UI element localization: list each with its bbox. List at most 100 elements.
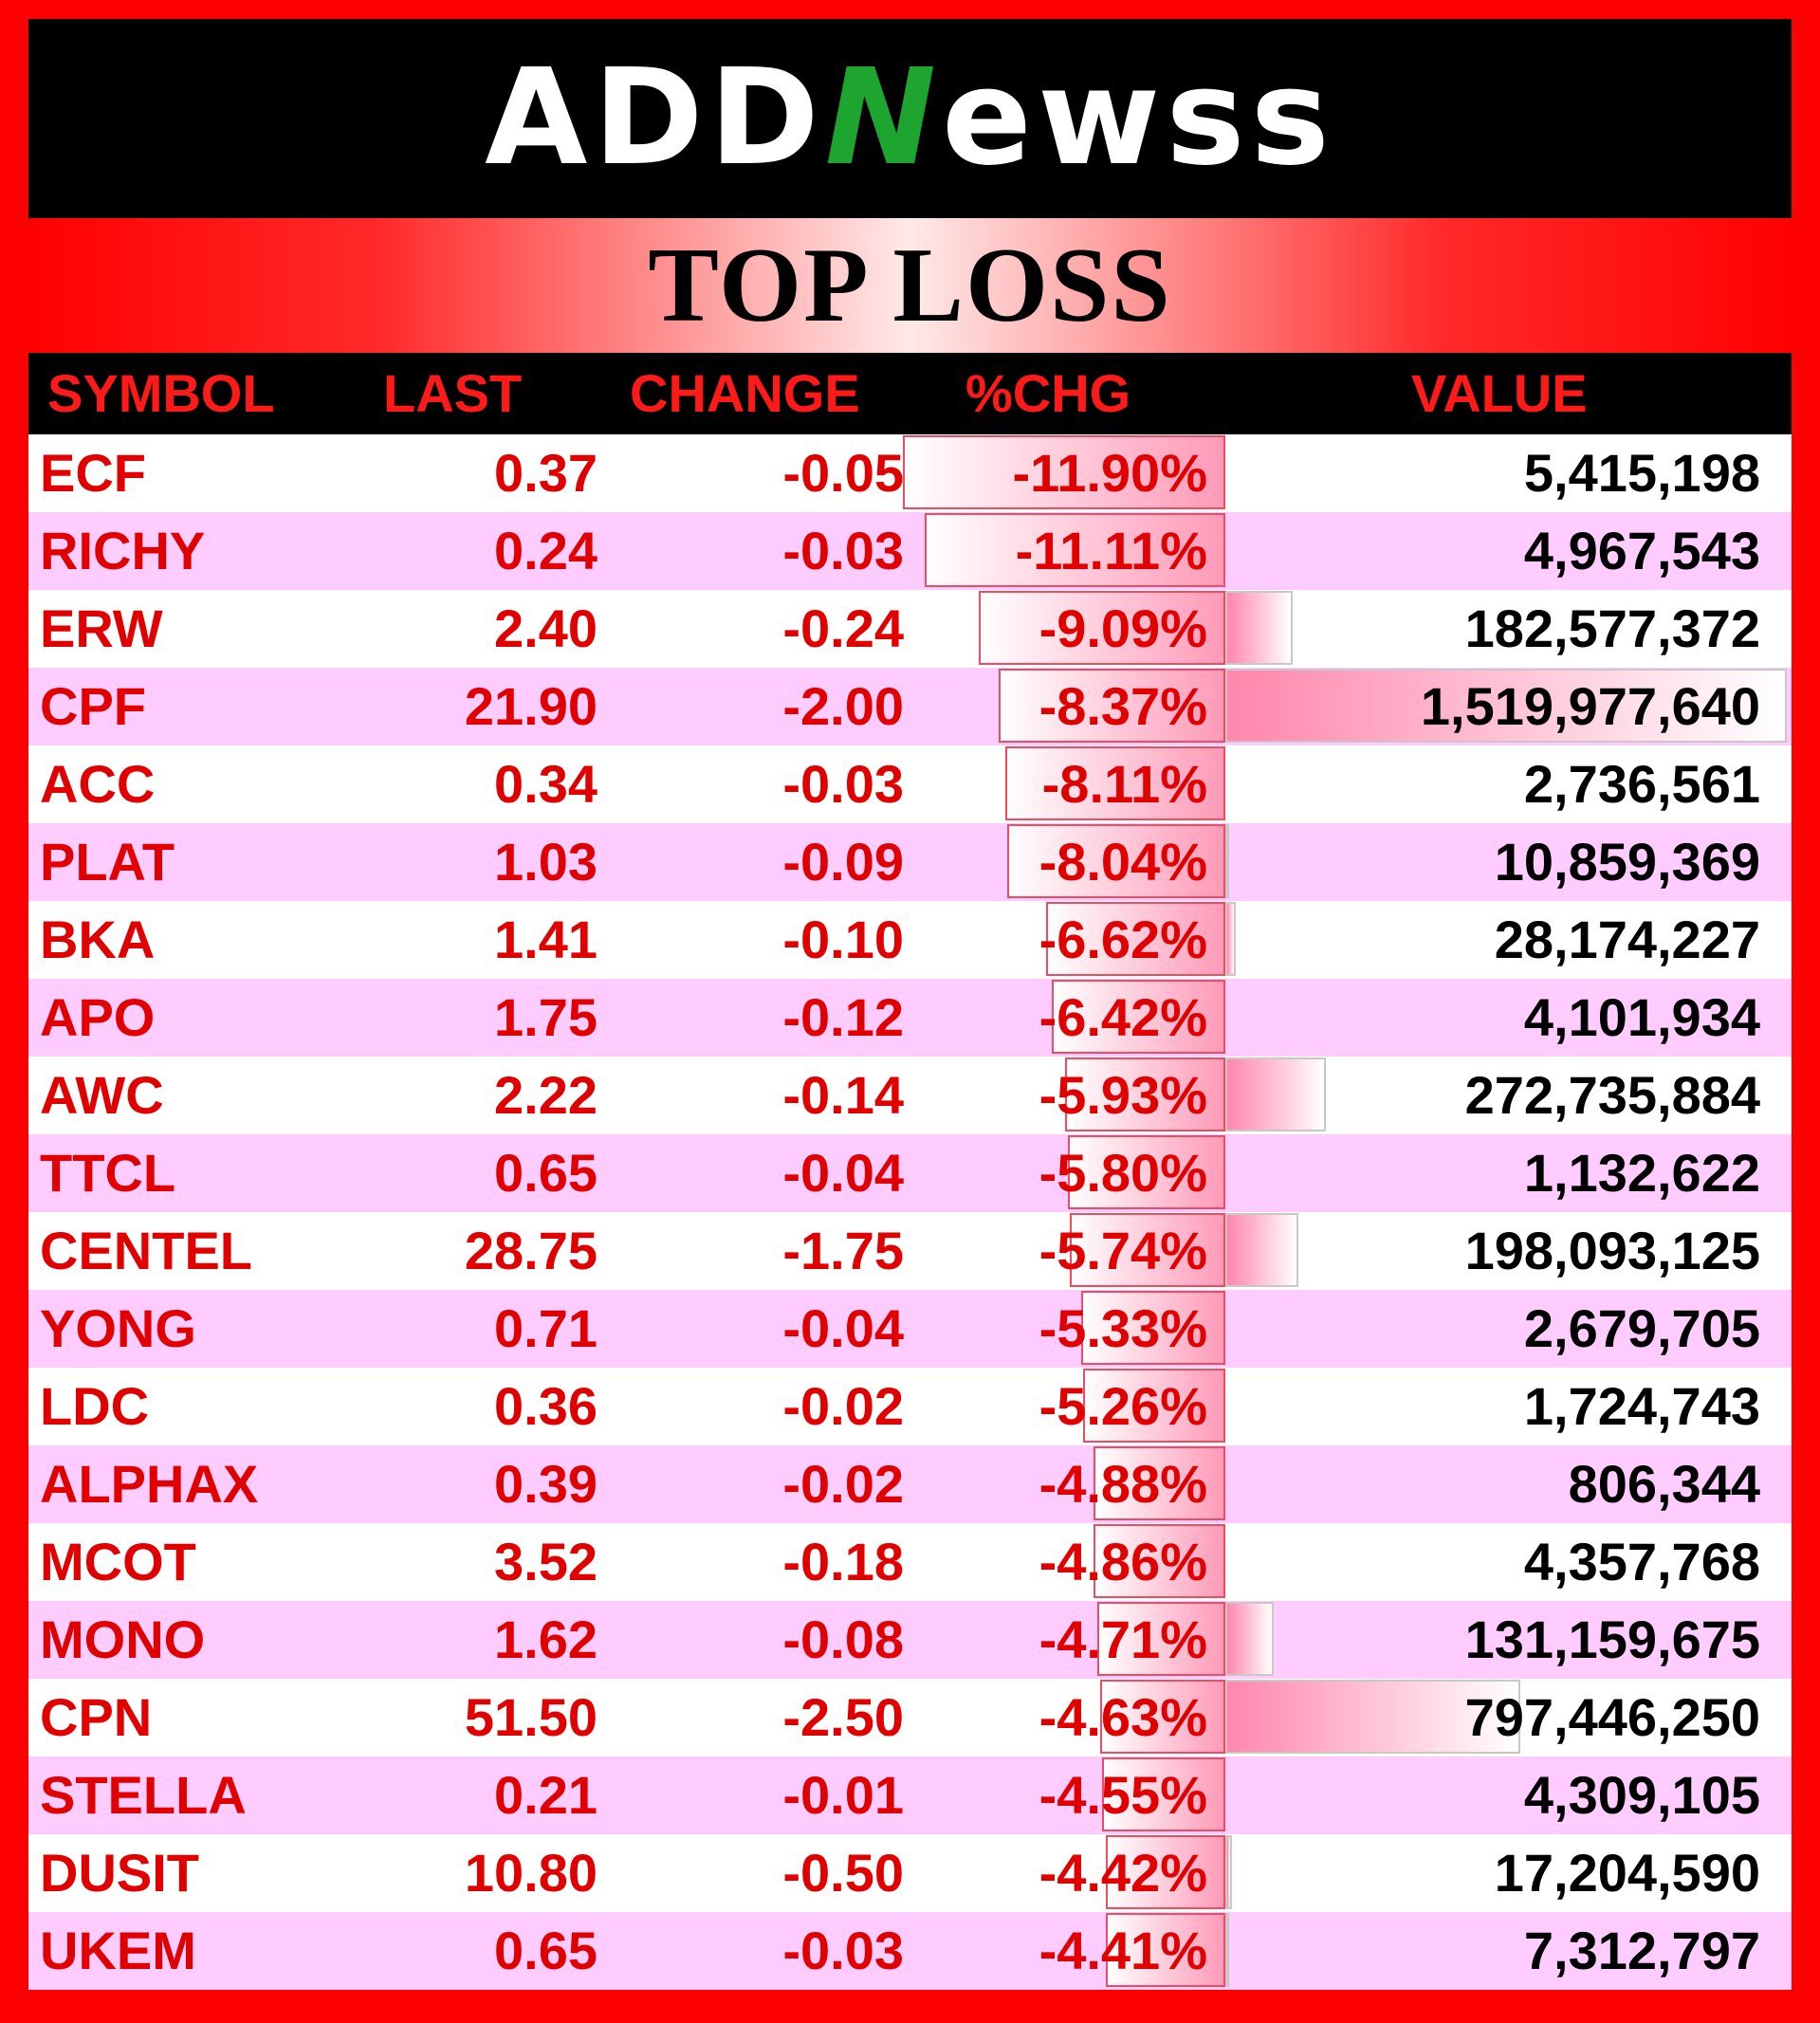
symbol-cell: MCOT xyxy=(40,1532,196,1591)
pct-change-cell: -8.04% xyxy=(1039,832,1207,892)
symbol-cell: STELLA xyxy=(40,1765,247,1825)
pct-change-cell: -5.93% xyxy=(1039,1065,1207,1125)
change-cell: -0.01 xyxy=(782,1765,904,1825)
last-cell: 1.03 xyxy=(494,832,597,892)
change-cell: -0.09 xyxy=(782,832,904,892)
pct-databar xyxy=(1106,1835,1225,1909)
value-cell: 5,415,198 xyxy=(1523,443,1760,503)
pct-databar xyxy=(1065,1057,1225,1131)
change-cell: -0.05 xyxy=(782,443,904,503)
symbol-cell: ALPHAX xyxy=(40,1454,259,1514)
pct-databar xyxy=(1007,824,1225,898)
value-cell: 4,101,934 xyxy=(1523,987,1760,1047)
change-cell: -2.00 xyxy=(782,676,904,736)
symbol-cell: CPN xyxy=(40,1687,153,1747)
table-row: DUSIT 10.80 -0.50 -4.42% 17,204,590 xyxy=(28,1834,1792,1912)
value-cell: 1,724,743 xyxy=(1523,1376,1760,1436)
pct-change-cell: -8.11% xyxy=(1041,754,1207,814)
pct-change-cell: -6.62% xyxy=(1039,910,1207,969)
pct-databar xyxy=(979,591,1225,665)
table-row: ERW 2.40 -0.24 -9.09% 182,577,372 xyxy=(28,590,1792,668)
change-cell: -0.02 xyxy=(782,1376,904,1436)
value-cell: 2,736,561 xyxy=(1523,754,1760,814)
pct-change-cell: -11.90% xyxy=(1012,443,1208,503)
last-cell: 51.50 xyxy=(464,1687,597,1747)
symbol-cell: LDC xyxy=(40,1376,150,1436)
value-databar xyxy=(1225,1913,1229,1987)
table-row: CPF 21.90 -2.00 -8.37% 1,519,977,640 xyxy=(28,668,1792,745)
value-cell: 4,357,768 xyxy=(1523,1532,1760,1591)
column-header-pct: %CHG xyxy=(965,363,1131,423)
value-cell: 10,859,369 xyxy=(1494,832,1760,892)
value-databar xyxy=(1225,902,1236,976)
value-cell: 131,159,675 xyxy=(1464,1609,1760,1669)
pct-databar xyxy=(903,435,1225,509)
value-cell: 198,093,125 xyxy=(1464,1221,1760,1280)
table-header: SYMBOL LAST CHANGE %CHG VALUE xyxy=(28,353,1792,434)
change-cell: -0.03 xyxy=(782,754,904,814)
value-cell: 806,344 xyxy=(1568,1454,1760,1514)
last-cell: 1.62 xyxy=(494,1609,597,1669)
symbol-cell: ERW xyxy=(40,598,163,658)
last-cell: 2.22 xyxy=(494,1065,597,1125)
change-cell: -0.08 xyxy=(782,1609,904,1669)
title-band: TOP LOSS xyxy=(28,218,1792,353)
table-row: YONG 0.71 -0.04 -5.33% 2,679,705 xyxy=(28,1290,1792,1368)
table-row: AWC 2.22 -0.14 -5.93% 272,735,884 xyxy=(28,1057,1792,1134)
value-cell: 797,446,250 xyxy=(1464,1687,1760,1747)
last-cell: 0.37 xyxy=(494,443,597,503)
pct-change-cell: -4.86% xyxy=(1039,1532,1207,1591)
change-cell: -0.18 xyxy=(782,1532,904,1591)
logo-n: N xyxy=(824,41,942,195)
last-cell: 0.39 xyxy=(494,1454,597,1514)
column-header-symbol: SYMBOL xyxy=(47,363,275,423)
last-cell: 28.75 xyxy=(464,1221,597,1280)
value-cell: 28,174,227 xyxy=(1494,910,1760,969)
value-databar xyxy=(1225,591,1293,665)
pct-databar xyxy=(1094,1524,1225,1598)
last-cell: 1.41 xyxy=(494,910,597,969)
last-cell: 0.24 xyxy=(494,521,597,580)
pct-change-cell: -11.11% xyxy=(1015,521,1207,580)
value-databar xyxy=(1225,1602,1274,1676)
change-cell: -0.03 xyxy=(782,1921,904,1980)
value-cell: 272,735,884 xyxy=(1464,1065,1760,1125)
symbol-cell: DUSIT xyxy=(40,1843,199,1903)
pct-change-cell: -5.74% xyxy=(1039,1221,1207,1280)
pct-databar xyxy=(1094,1446,1225,1520)
value-cell: 4,967,543 xyxy=(1523,521,1760,580)
pct-change-cell: -9.09% xyxy=(1039,598,1207,658)
pct-change-cell: -4.63% xyxy=(1039,1687,1207,1747)
pct-change-cell: -4.41% xyxy=(1039,1921,1207,1980)
value-databar xyxy=(1225,824,1229,898)
pct-databar xyxy=(1102,1757,1225,1831)
table-row: CENTEL 28.75 -1.75 -5.74% 198,093,125 xyxy=(28,1212,1792,1290)
table-row: MCOT 3.52 -0.18 -4.86% 4,357,768 xyxy=(28,1523,1792,1601)
change-cell: -0.04 xyxy=(782,1143,904,1203)
pct-databar xyxy=(925,513,1225,587)
table-row: ECF 0.37 -0.05 -11.90% 5,415,198 xyxy=(28,434,1792,512)
last-cell: 21.90 xyxy=(464,676,597,736)
table-row: CPN 51.50 -2.50 -4.63% 797,446,250 xyxy=(28,1679,1792,1756)
pct-databar xyxy=(1097,1602,1225,1676)
value-cell: 182,577,372 xyxy=(1464,598,1760,658)
last-cell: 0.21 xyxy=(494,1765,597,1825)
table-row: APO 1.75 -0.12 -6.42% 4,101,934 xyxy=(28,979,1792,1057)
column-header-change: CHANGE xyxy=(630,363,860,423)
change-cell: -0.03 xyxy=(782,521,904,580)
symbol-cell: CENTEL xyxy=(40,1221,252,1280)
value-cell: 1,519,977,640 xyxy=(1420,676,1760,736)
symbol-cell: TTCL xyxy=(40,1143,176,1203)
last-cell: 0.65 xyxy=(494,1921,597,1980)
logo-part2: ewss xyxy=(942,41,1335,195)
symbol-cell: PLAT xyxy=(40,832,175,892)
change-cell: -0.10 xyxy=(782,910,904,969)
symbol-cell: APO xyxy=(40,987,156,1047)
pct-change-cell: -6.42% xyxy=(1039,987,1207,1047)
change-cell: -0.12 xyxy=(782,987,904,1047)
last-cell: 2.40 xyxy=(494,598,597,658)
symbol-cell: YONG xyxy=(40,1298,196,1358)
last-cell: 0.36 xyxy=(494,1376,597,1436)
value-databar xyxy=(1225,669,1787,743)
table-row: PLAT 1.03 -0.09 -8.04% 10,859,369 xyxy=(28,823,1792,901)
